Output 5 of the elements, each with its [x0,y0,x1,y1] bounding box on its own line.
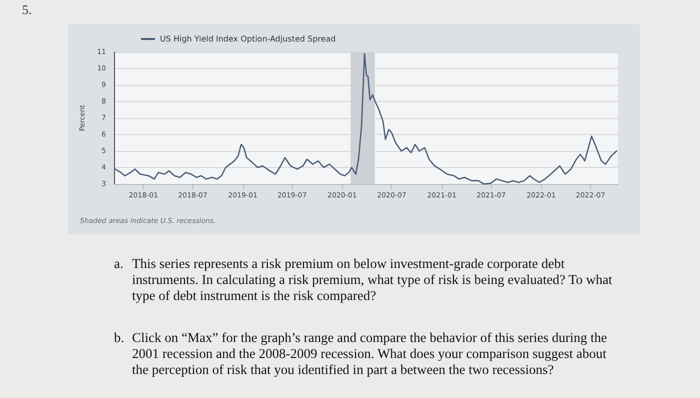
text: b. Click on “Max” for the graph’s range and compare the behavior of this series during the 2001 recession and the 2008-2009 recession. What does your comparison suggest about the perception of risk that you identified in part a between the two recessions? [114,330,608,378]
line-series [114,53,618,185]
legend-label: US High Yield Index Option-Adjusted Spread [160,34,336,44]
text: 5. [22,2,32,18]
text: a. This series represents a risk premium on below investment-grade corporate debt instruments. In calculating a risk premium, what type of risk is being evaluated? To what type of debt instrument is the risk compared? [114,256,614,304]
